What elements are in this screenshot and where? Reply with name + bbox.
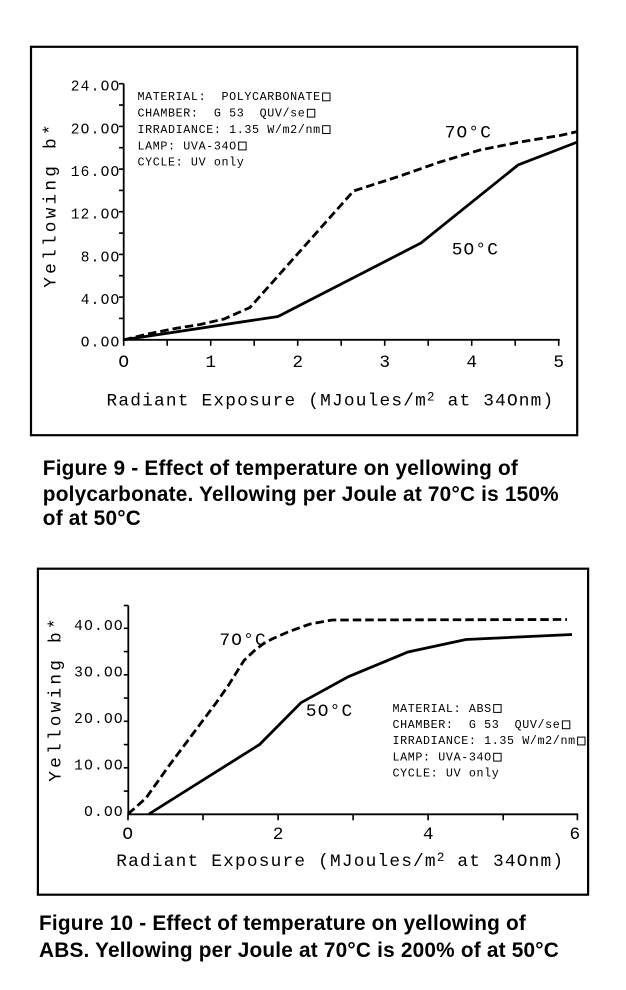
- svg-text:O.OO: O.OO: [81, 336, 121, 352]
- svg-text:4O.OO: 4O.OO: [74, 619, 124, 635]
- svg-text:3O.OO: 3O.OO: [74, 666, 124, 682]
- svg-text:1: 1: [205, 353, 217, 373]
- svg-text:Figure 9 - Effect of temperatu: Figure 9 - Effect of temperature on yell…: [43, 457, 518, 480]
- svg-text:7O°C: 7O°C: [445, 123, 492, 143]
- svg-text:O: O: [118, 353, 130, 373]
- svg-text:8.OO: 8.OO: [81, 250, 121, 266]
- svg-text:12.OO: 12.OO: [71, 208, 121, 224]
- svg-text:7O°C: 7O°C: [219, 631, 266, 651]
- svg-text:ABS. Yellowing per Joule at 70: ABS. Yellowing per Joule at 70°C is 200%…: [39, 939, 559, 962]
- svg-text:3: 3: [379, 353, 391, 373]
- svg-text:IRRADIANCE: 1.35 W/m2/nm: IRRADIANCE: 1.35 W/m2/nm: [393, 734, 576, 748]
- svg-text:1O.OO: 1O.OO: [74, 759, 124, 775]
- svg-text:6: 6: [569, 825, 581, 845]
- svg-text:4: 4: [423, 825, 435, 845]
- svg-text:Radiant Exposure (MJoules/m2 a: Radiant Exposure (MJoules/m2 at 34Onm): [116, 851, 564, 872]
- svg-text:2: 2: [292, 353, 304, 373]
- svg-text:Yellowing b*: Yellowing b*: [47, 615, 67, 781]
- svg-text:MATERIAL: ABS: MATERIAL: ABS: [393, 702, 492, 716]
- svg-text:Yellowing b*: Yellowing b*: [42, 121, 62, 287]
- svg-text:MATERIAL: POLYCARBONATE: MATERIAL: POLYCARBONATE: [138, 90, 321, 104]
- svg-text:of at 50°C: of at 50°C: [43, 507, 141, 530]
- svg-text:2O.OO: 2O.OO: [74, 712, 124, 728]
- svg-text:LAMP: UVA-34O: LAMP: UVA-34O: [138, 139, 237, 153]
- svg-text:CHAMBER: G 53 QUV/se: CHAMBER: G 53 QUV/se: [138, 107, 306, 121]
- svg-text:16.OO: 16.OO: [71, 165, 121, 181]
- svg-text:polycarbonate. Yellowing per J: polycarbonate. Yellowing per Joule at 70…: [43, 483, 559, 506]
- svg-text:O: O: [122, 825, 134, 845]
- svg-text:O.OO: O.OO: [84, 805, 124, 821]
- svg-text:CYCLE: UV only: CYCLE: UV only: [393, 767, 500, 781]
- svg-text:24.OO: 24.OO: [71, 80, 121, 96]
- svg-text:IRRADIANCE: 1.35 W/m2/nm: IRRADIANCE: 1.35 W/m2/nm: [138, 123, 321, 137]
- svg-text:CYCLE: UV only: CYCLE: UV only: [138, 156, 245, 170]
- svg-text:2O.OO: 2O.OO: [71, 122, 121, 138]
- svg-text:2: 2: [273, 825, 285, 845]
- svg-text:5O°C: 5O°C: [306, 702, 353, 722]
- svg-text:Figure 10 - Effect of temperat: Figure 10 - Effect of temperature on yel…: [39, 912, 526, 935]
- svg-text:4: 4: [466, 353, 478, 373]
- svg-text:LAMP: UVA-34O: LAMP: UVA-34O: [393, 750, 492, 764]
- svg-text:CHAMBER: G 53 QUV/se: CHAMBER: G 53 QUV/se: [393, 718, 561, 732]
- svg-text:5O°C: 5O°C: [452, 241, 499, 261]
- svg-text:4.OO: 4.OO: [81, 293, 121, 309]
- svg-text:Radiant Exposure (MJoules/m2 a: Radiant Exposure (MJoules/m2 at 34Onm): [107, 391, 555, 412]
- svg-text:5: 5: [553, 353, 565, 373]
